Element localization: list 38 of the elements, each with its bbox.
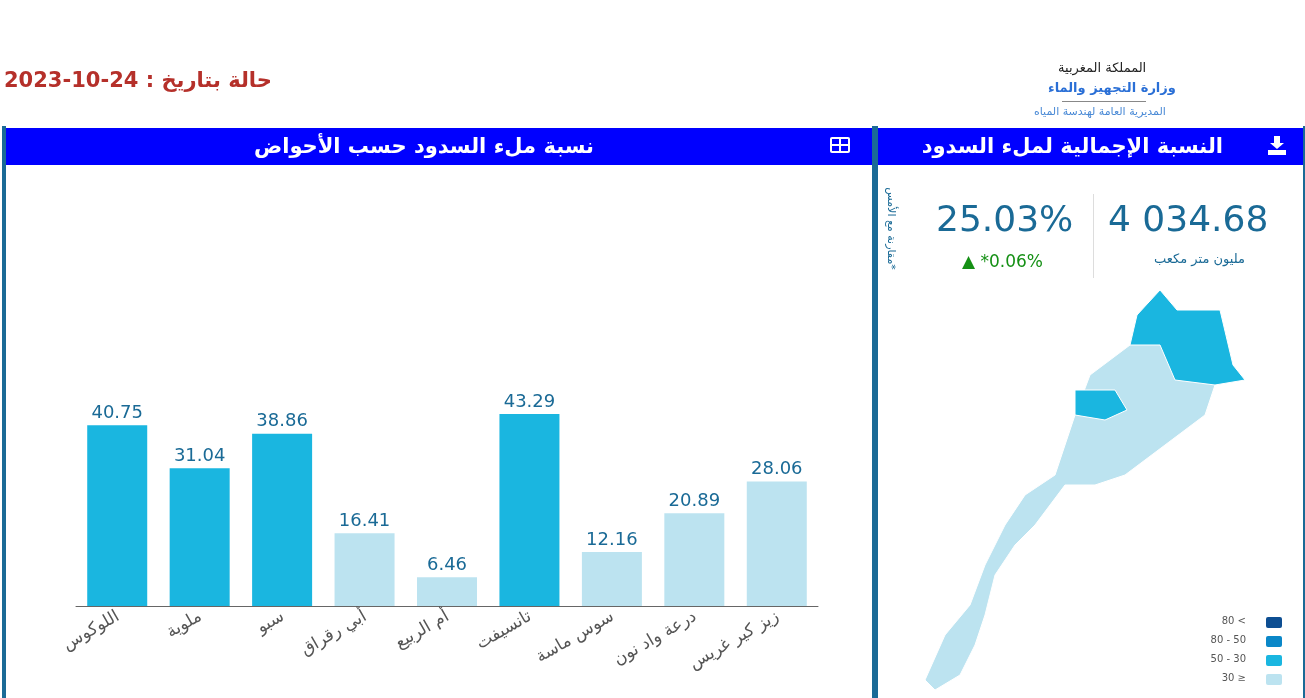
- chart-title: نسبة ملء السدود حسب الأحواض: [253, 132, 594, 160]
- bar: [581, 552, 642, 606]
- data-label: 38.86: [256, 409, 308, 431]
- bar: [252, 433, 313, 606]
- category-label: 80 - 50: [1209, 634, 1246, 645]
- data-label: 6.46: [426, 552, 468, 574]
- text: المملكة المغربية: [1058, 60, 1147, 75]
- text: المديرية العامة لهندسة المياه: [1034, 105, 1166, 118]
- text: 25.03%: [936, 198, 1074, 239]
- bar: [417, 577, 477, 606]
- data-label: 16.41: [338, 508, 391, 530]
- text: *مقارنة مع الأمس: [884, 186, 898, 272]
- x-tick-label: اللوكوس: [58, 605, 123, 654]
- data-label: 20.89: [668, 488, 721, 510]
- x-tick-label: ملوية: [162, 605, 205, 642]
- x-tick-label: أبي رقراق: [296, 604, 371, 660]
- x-tick-label: سبو: [251, 605, 288, 638]
- data-label: 31.04: [173, 443, 226, 465]
- bar: [87, 425, 148, 606]
- category-label: 50 - 30: [1209, 653, 1246, 664]
- bar: [664, 513, 725, 606]
- data-label: 43.29: [503, 389, 556, 411]
- category-label: 80 <: [1220, 615, 1246, 626]
- text: ▲ *0.06%: [962, 251, 1043, 271]
- bar: [169, 468, 230, 606]
- bar: [746, 481, 807, 606]
- text: 4 034.68: [1108, 198, 1269, 239]
- text: النسبة الإجمالية لملء السدود: [921, 133, 1223, 160]
- data-label: 28.06: [751, 457, 803, 479]
- category-label: 30 ≥: [1220, 672, 1246, 683]
- text: حالة بتاريخ : 24-10-2023: [4, 68, 272, 92]
- text: مليون متر مكعب: [1154, 251, 1245, 266]
- bar: [334, 533, 395, 606]
- x-tick-label: أم الربيع: [390, 604, 453, 653]
- data-label: 12.16: [586, 527, 638, 549]
- bar: [499, 414, 560, 606]
- data-label: 40.75: [91, 400, 143, 422]
- text: وزارة التجهيز والماء: [1048, 80, 1176, 95]
